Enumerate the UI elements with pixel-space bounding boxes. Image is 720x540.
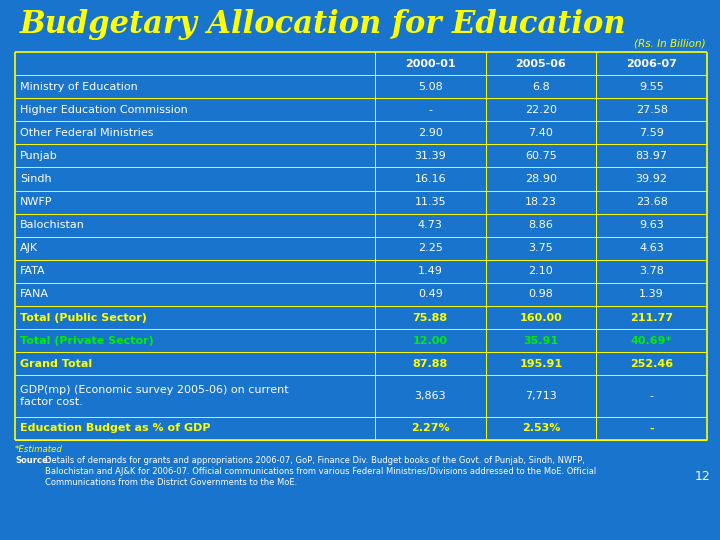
- Text: 12.00: 12.00: [413, 336, 448, 346]
- Text: 60.75: 60.75: [525, 151, 557, 161]
- Text: 18.23: 18.23: [525, 197, 557, 207]
- Text: *Estimated: *Estimated: [15, 445, 63, 454]
- Text: 40.69*: 40.69*: [631, 336, 672, 346]
- Text: 6.8: 6.8: [532, 82, 550, 92]
- Text: 28.90: 28.90: [525, 174, 557, 184]
- Bar: [15, 283, 707, 306]
- Text: NWFP: NWFP: [20, 197, 53, 207]
- Text: Details of demands for grants and appropriations 2006-07, GoP, Finance Div. Budg: Details of demands for grants and approp…: [45, 456, 596, 487]
- Text: Budgetary Allocation for Education: Budgetary Allocation for Education: [20, 10, 626, 40]
- Text: Balochistan: Balochistan: [20, 220, 85, 230]
- Text: 11.35: 11.35: [415, 197, 446, 207]
- Text: 9.55: 9.55: [639, 82, 664, 92]
- Text: 0.98: 0.98: [528, 289, 554, 300]
- Bar: [15, 167, 707, 191]
- Text: 160.00: 160.00: [520, 313, 562, 322]
- Text: 2.25: 2.25: [418, 244, 443, 253]
- Text: Total (Public Sector): Total (Public Sector): [20, 313, 147, 322]
- Bar: [15, 375, 707, 417]
- Bar: [15, 260, 707, 283]
- Text: 7,713: 7,713: [525, 391, 557, 401]
- Text: Total (Private Sector): Total (Private Sector): [20, 336, 154, 346]
- Bar: [15, 52, 707, 75]
- Text: 2005-06: 2005-06: [516, 58, 567, 69]
- Text: 16.16: 16.16: [415, 174, 446, 184]
- Bar: [15, 75, 707, 98]
- Text: 75.88: 75.88: [413, 313, 448, 322]
- Text: FATA: FATA: [20, 266, 45, 276]
- Text: 9.63: 9.63: [639, 220, 664, 230]
- Text: Higher Education Commission: Higher Education Commission: [20, 105, 188, 114]
- Text: 2.10: 2.10: [528, 266, 553, 276]
- Text: 12: 12: [694, 470, 710, 483]
- Text: 4.73: 4.73: [418, 220, 443, 230]
- Text: 2.27%: 2.27%: [411, 423, 449, 434]
- Text: 5.08: 5.08: [418, 82, 443, 92]
- Text: AJK: AJK: [20, 244, 38, 253]
- Text: 4.63: 4.63: [639, 244, 664, 253]
- Text: 39.92: 39.92: [636, 174, 667, 184]
- Text: -: -: [649, 391, 654, 401]
- Text: 23.68: 23.68: [636, 197, 667, 207]
- Text: Grand Total: Grand Total: [20, 359, 92, 369]
- Text: 211.77: 211.77: [630, 313, 673, 322]
- Text: 3.75: 3.75: [528, 244, 553, 253]
- Text: 0.49: 0.49: [418, 289, 443, 300]
- Text: Other Federal Ministries: Other Federal Ministries: [20, 128, 153, 138]
- Text: 35.91: 35.91: [523, 336, 559, 346]
- Bar: [15, 237, 707, 260]
- Bar: [15, 191, 707, 214]
- Text: 31.39: 31.39: [414, 151, 446, 161]
- Text: 2.53%: 2.53%: [522, 423, 560, 434]
- Text: 3,863: 3,863: [415, 391, 446, 401]
- Bar: [15, 122, 707, 144]
- Text: 8.86: 8.86: [528, 220, 554, 230]
- Text: 1.39: 1.39: [639, 289, 664, 300]
- Bar: [15, 214, 707, 237]
- Text: Punjab: Punjab: [20, 151, 58, 161]
- Bar: [15, 329, 707, 352]
- Bar: [15, 306, 707, 329]
- Text: 7.40: 7.40: [528, 128, 554, 138]
- Text: Ministry of Education: Ministry of Education: [20, 82, 138, 92]
- Text: (Rs. In Billion): (Rs. In Billion): [634, 38, 706, 48]
- Bar: [15, 98, 707, 122]
- Text: 27.58: 27.58: [636, 105, 667, 114]
- Text: 3.78: 3.78: [639, 266, 664, 276]
- Text: -: -: [649, 423, 654, 434]
- Text: Source:: Source:: [15, 456, 51, 465]
- Text: 2006-07: 2006-07: [626, 58, 677, 69]
- Text: 252.46: 252.46: [630, 359, 673, 369]
- Text: FANA: FANA: [20, 289, 49, 300]
- Bar: [15, 417, 707, 440]
- Text: 22.20: 22.20: [525, 105, 557, 114]
- Bar: [15, 144, 707, 167]
- Text: 195.91: 195.91: [519, 359, 562, 369]
- Text: 83.97: 83.97: [636, 151, 667, 161]
- Text: Education Budget as % of GDP: Education Budget as % of GDP: [20, 423, 210, 434]
- Text: 2.90: 2.90: [418, 128, 443, 138]
- Text: Sindh: Sindh: [20, 174, 52, 184]
- Text: -: -: [428, 105, 432, 114]
- Text: 2000-01: 2000-01: [405, 58, 456, 69]
- Text: 1.49: 1.49: [418, 266, 443, 276]
- Text: 7.59: 7.59: [639, 128, 664, 138]
- Text: 87.88: 87.88: [413, 359, 448, 369]
- Bar: [15, 352, 707, 375]
- Text: GDP(mp) (Economic survey 2005-06) on current
factor cost.: GDP(mp) (Economic survey 2005-06) on cur…: [20, 386, 289, 407]
